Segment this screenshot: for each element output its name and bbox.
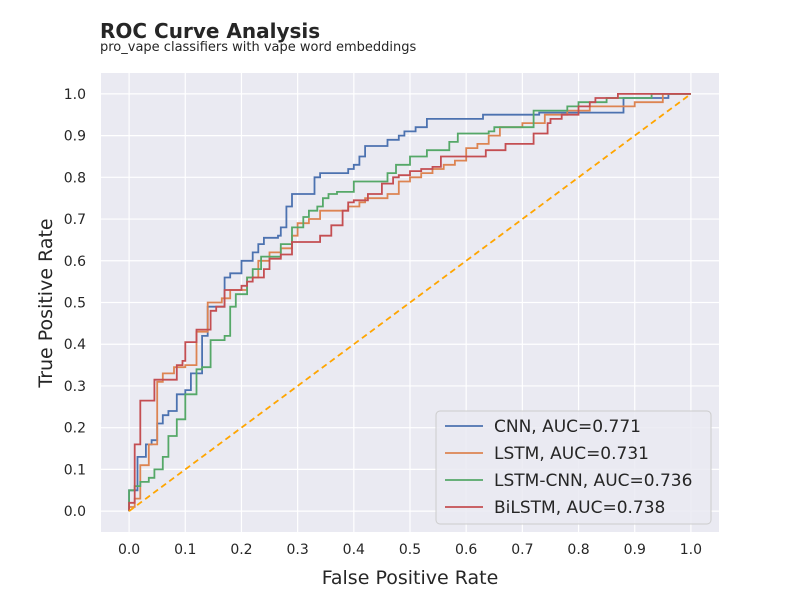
y-tick-label: 0.6: [64, 254, 86, 270]
x-tick-label: 1.0: [680, 542, 702, 558]
x-tick-label: 0.7: [511, 542, 533, 558]
y-tick-label: 0.3: [64, 379, 86, 395]
tick-labels: 0.0 0.1 0.2 0.3 0.4 0.5 0.6 0.7 0.8 0.9 1.0 0.0 0.1 0…: [64, 87, 702, 558]
y-tick-label: 1.0: [64, 87, 86, 103]
series-line-2: [128, 93, 691, 512]
chart-subtitle: pro_vape classifiers with vape word embe…: [100, 40, 416, 55]
y-tick-label: 0.4: [64, 337, 86, 353]
chart-title: ROC Curve Analysis: [100, 19, 320, 43]
legend-label: CNN, AUC=0.771: [494, 417, 641, 437]
x-tick-label: 0.5: [399, 542, 421, 558]
y-tick-label: 0.2: [64, 421, 86, 437]
legend: CNN, AUC=0.771 LSTM, AUC=0.731 LSTM-CNN, A…: [435, 410, 712, 525]
series-line-3: [128, 93, 691, 512]
legend-box: [435, 410, 712, 525]
reference-diagonal-line: [128, 93, 692, 512]
series-lines: [128, 93, 692, 512]
legend-label: LSTM-CNN, AUC=0.736: [494, 471, 692, 491]
y-axis-label: True Positive Rate: [35, 218, 57, 388]
series-line-0: [128, 93, 691, 512]
x-tick-label: 0.9: [624, 542, 646, 558]
x-tick-label: 0.3: [287, 542, 309, 558]
legend-label: LSTM, AUC=0.731: [494, 444, 649, 464]
y-tick-label: 0.7: [64, 212, 86, 228]
x-tick-label: 0.6: [455, 542, 477, 558]
legend-label: BiLSTM, AUC=0.738: [494, 498, 665, 518]
y-tick-label: 0.9: [64, 129, 86, 145]
x-tick-label: 0.2: [230, 542, 252, 558]
x-tick-label: 0.8: [567, 542, 589, 558]
x-tick-label: 0.0: [118, 542, 140, 558]
y-tick-label: 0.1: [64, 462, 86, 478]
x-tick-label: 0.1: [174, 542, 196, 558]
y-tick-label: 0.5: [64, 296, 86, 312]
y-tick-label: 0.0: [64, 504, 86, 520]
y-tick-label: 0.8: [64, 170, 86, 186]
x-tick-label: 0.4: [343, 542, 365, 558]
x-axis-label: False Positive Rate: [322, 567, 499, 589]
